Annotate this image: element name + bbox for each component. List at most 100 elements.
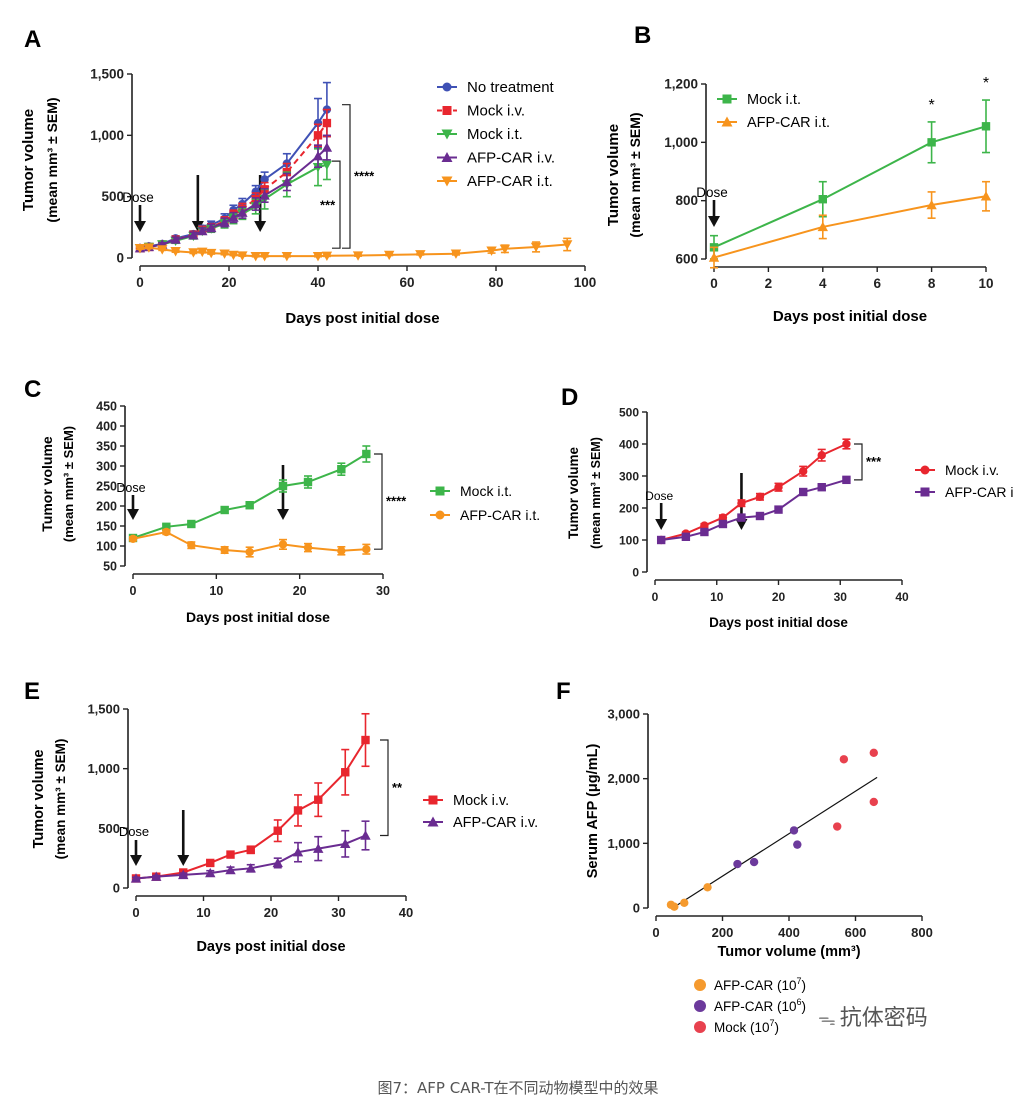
significance-star: * <box>928 97 934 114</box>
data-point <box>237 251 248 261</box>
dose-arrow-head <box>708 216 720 227</box>
data-point <box>700 521 709 530</box>
y-tick-label: 500 <box>619 406 639 420</box>
data-point <box>415 250 426 260</box>
data-point <box>920 465 930 475</box>
y-axis-sublabel: (mean mm³ ± SEM) <box>589 437 603 549</box>
panel-b: B 600 800 1,000 1,200 0 2 4 6 8 10 Days post initia… <box>605 22 994 325</box>
data-point <box>245 547 254 557</box>
series-no-treatment <box>135 81 332 253</box>
legend-marker <box>694 1021 706 1033</box>
watermark: ᯓ 抗体密码 <box>818 1000 928 1032</box>
panel-letter: B <box>634 22 651 49</box>
data-point <box>321 160 333 170</box>
fit-line <box>672 776 878 909</box>
y-tick-label: 400 <box>619 438 639 452</box>
y-tick-label: 400 <box>96 420 117 434</box>
panel-e: E 0 500 1,000 1,500 0 10 20 30 40 Days post initia… <box>24 678 538 955</box>
y-tick-label: 1,500 <box>90 67 124 82</box>
figure-caption: 图7：AFP CAR-T在不同动物模型中的效果 <box>377 1079 659 1097</box>
x-tick-label: 0 <box>136 275 144 290</box>
data-point <box>246 845 255 855</box>
data-point <box>281 176 293 187</box>
data-point <box>259 190 270 200</box>
legend-label: AFP-CAR i.v. <box>467 150 555 167</box>
data-point <box>130 873 142 883</box>
dose-arrow-head <box>655 519 668 530</box>
series-mock-i-v- <box>131 712 370 883</box>
data-point <box>293 806 303 815</box>
data-point <box>340 838 351 849</box>
data-point <box>313 843 324 853</box>
y-tick-label: 300 <box>96 460 117 474</box>
data-point <box>427 816 439 827</box>
data-point <box>321 251 333 261</box>
x-tick-label: 6 <box>873 276 881 291</box>
x-tick-label: 40 <box>895 590 909 604</box>
watermark-text: 抗体密码 <box>839 1006 928 1031</box>
legend-label: AFP-CAR i.t. <box>747 115 830 131</box>
legend-label: Mock i.v. <box>453 793 509 809</box>
dose-arrow-head <box>130 855 142 866</box>
data-point <box>273 826 282 835</box>
data-point <box>178 869 189 880</box>
data-point <box>272 857 283 868</box>
data-point <box>499 244 511 254</box>
data-point <box>799 487 808 497</box>
legend: Mock i.t. AFP-CAR i.t. <box>717 92 830 131</box>
x-tick-label: 40 <box>399 905 413 920</box>
x-axis-label: Days post initial dose <box>285 310 439 327</box>
y-axis-label: Tumor volume <box>39 436 55 532</box>
y-tick-label: 1,200 <box>664 77 698 92</box>
y-tick-label: 300 <box>619 470 639 484</box>
data-point <box>360 830 371 840</box>
data-point <box>920 487 930 497</box>
data-point <box>322 118 332 128</box>
data-point <box>927 138 936 147</box>
data-point <box>450 249 462 259</box>
data-point <box>206 858 215 868</box>
data-point <box>435 510 445 520</box>
data-point <box>981 122 991 131</box>
x-tick-label: 80 <box>488 275 503 290</box>
data-point <box>219 217 230 227</box>
data-point <box>313 118 323 128</box>
x-tick-label: 100 <box>574 275 597 290</box>
panel-letter: A <box>24 26 41 53</box>
y-tick-label: 200 <box>619 502 639 516</box>
legend: Mock i.v. AFP-CAR i <box>915 462 1013 500</box>
data-point <box>700 527 709 537</box>
data-point <box>362 545 371 554</box>
x-tick-label: 60 <box>399 275 414 290</box>
data-point <box>187 541 196 550</box>
data-point <box>337 546 346 555</box>
data-point <box>361 735 370 745</box>
x-tick-label: 200 <box>712 925 734 940</box>
data-point <box>314 795 323 804</box>
data-point <box>722 94 732 104</box>
data-point <box>226 850 235 859</box>
y-tick-label: 1,000 <box>607 836 640 851</box>
data-point <box>188 248 199 258</box>
significance-bracket <box>380 739 389 837</box>
data-point <box>980 191 992 201</box>
data-point <box>774 483 783 492</box>
x-tick-label: 30 <box>834 590 848 604</box>
axes: 0 500 1,000 1,500 0 10 20 30 40 Days post initial… <box>31 702 413 956</box>
dose-arrow-head <box>277 509 289 520</box>
wechat-icon: ᯓ <box>818 1009 836 1030</box>
data-point <box>362 449 371 459</box>
data-point <box>220 505 229 515</box>
legend: No treatment Mock i.v. Mock i.t. AFP-CAR i.… <box>437 79 555 190</box>
data-point <box>733 859 742 869</box>
y-tick-label: 350 <box>96 440 117 454</box>
x-tick-label: 20 <box>221 275 236 290</box>
data-point <box>225 864 236 875</box>
series-mock-i-t- <box>134 148 333 254</box>
axes: 50 100 150 200 250 300 350 400 450 0 10 20 30 Days po… <box>39 400 390 626</box>
series-line <box>139 146 328 250</box>
legend-label: AFP-CAR i <box>945 484 1013 500</box>
x-tick-label: 30 <box>376 584 390 598</box>
legend-label: AFP-CAR (106) <box>714 997 806 1014</box>
data-point <box>162 527 171 537</box>
